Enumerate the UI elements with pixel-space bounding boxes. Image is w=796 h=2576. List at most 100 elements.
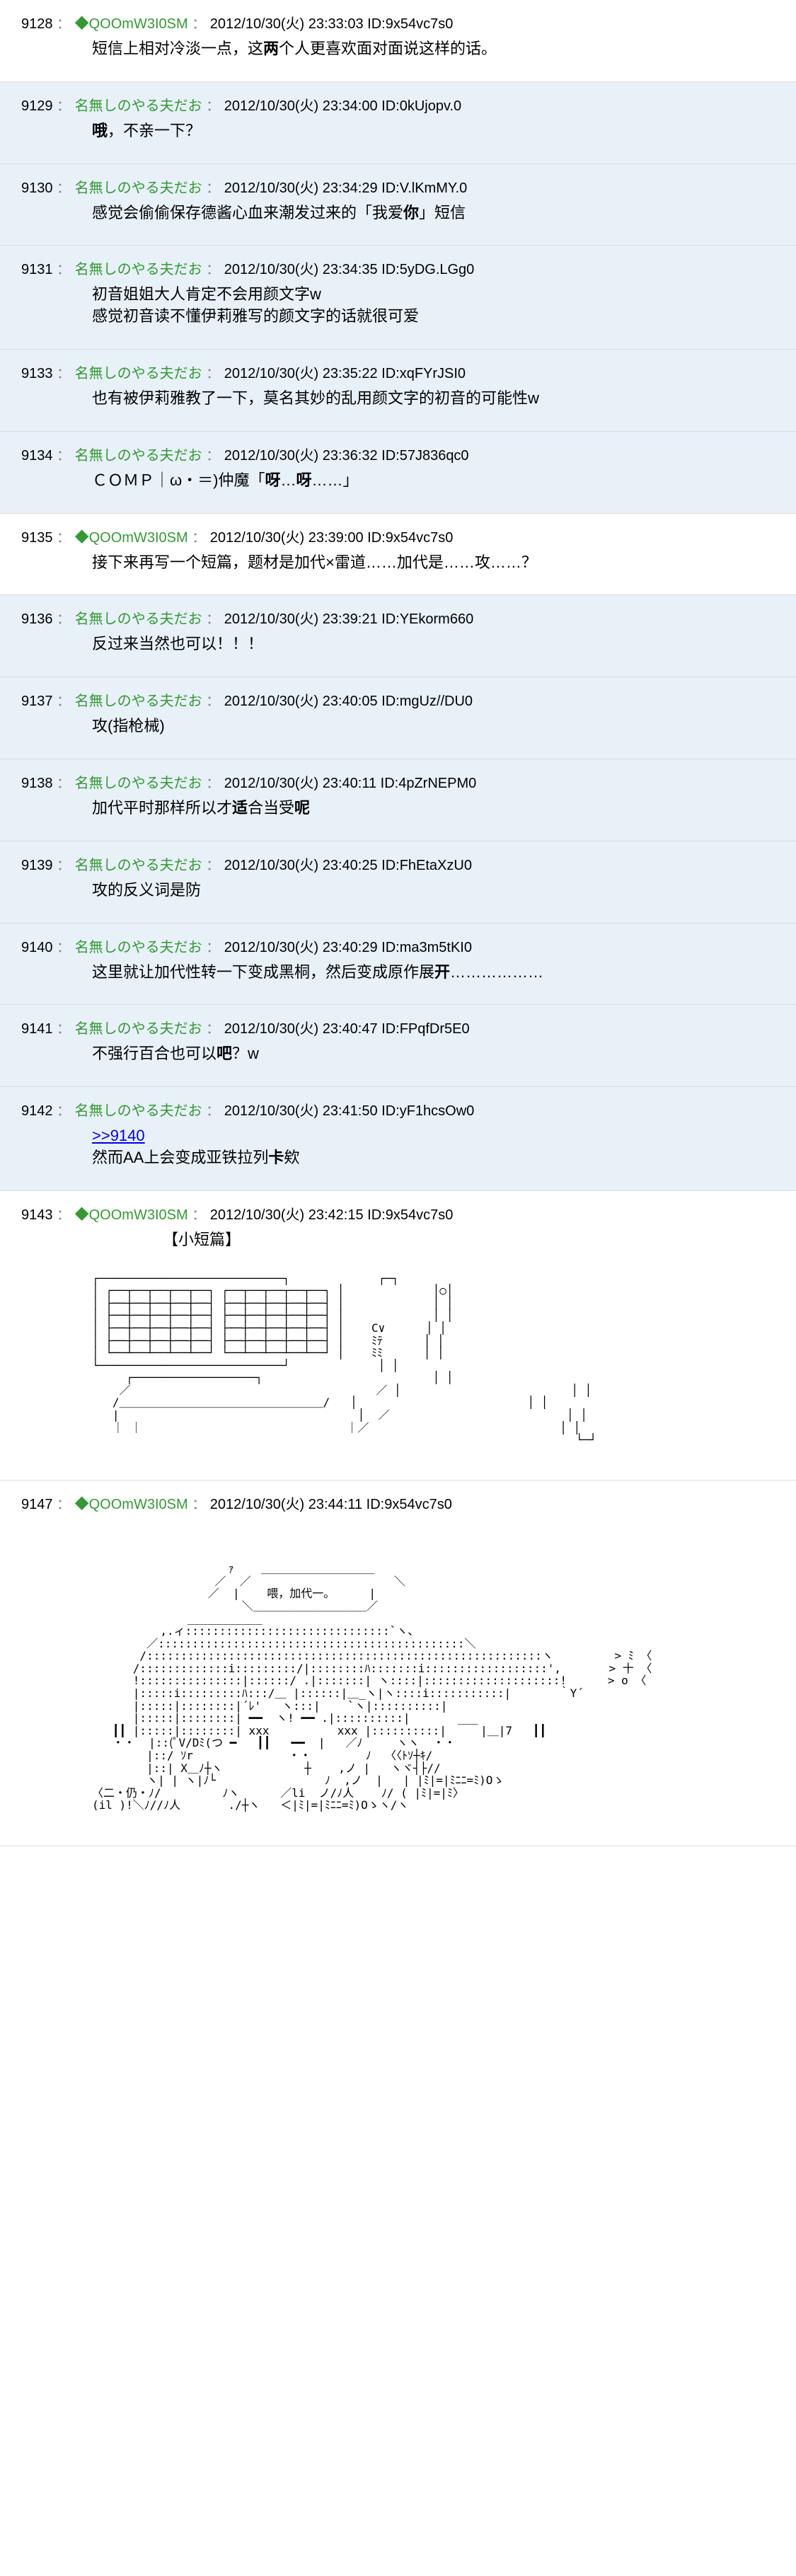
post-body: 反过来当然也可以！！！ xyxy=(21,633,775,655)
post-date: 2012/10/30(火) 23:33:03 xyxy=(210,16,364,32)
post-name: ◆QOOmW3I0SM xyxy=(75,530,188,546)
post-body: 加代平时那样所以才适合当受呢 xyxy=(21,798,775,820)
post-date: 2012/10/30(火) 23:34:35 xyxy=(224,262,378,277)
post-body: 哦，不亲一下？ xyxy=(21,120,775,142)
post-9141: 9141 ： 名無しのやる夫だお ： 2012/10/30(火) 23:40:4… xyxy=(0,1005,796,1087)
post-name: 名無しのやる夫だお xyxy=(75,1103,202,1119)
post-9137: 9137 ： 名無しのやる夫だお ： 2012/10/30(火) 23:40:0… xyxy=(0,677,796,759)
post-number: 9134 xyxy=(21,448,53,464)
post-header: 9143 ： ◆QOOmW3I0SM ： 2012/10/30(火) 23:42… xyxy=(21,1205,775,1225)
post-id: ID:mgUz//DU0 xyxy=(381,694,473,709)
post-id: ID:57J836qc0 xyxy=(381,448,468,464)
post-id: ID:0kUjopv.0 xyxy=(381,98,461,114)
post-9143: 9143 ： ◆QOOmW3I0SM ： 2012/10/30(火) 23:42… xyxy=(0,1191,796,1481)
post-number: 9131 xyxy=(21,262,53,277)
post-9140: 9140 ： 名無しのやる夫だお ： 2012/10/30(火) 23:40:2… xyxy=(0,924,796,1006)
post-date: 2012/10/30(火) 23:39:00 xyxy=(210,530,364,546)
post-header: 9128 ： ◆QOOmW3I0SM ： 2012/10/30(火) 23:33… xyxy=(21,14,775,34)
post-header: 9129 ： 名無しのやる夫だお ： 2012/10/30(火) 23:34:0… xyxy=(21,96,775,116)
post-9136: 9136 ： 名無しのやる夫だお ： 2012/10/30(火) 23:39:2… xyxy=(0,595,796,677)
post-date: 2012/10/30(火) 23:36:32 xyxy=(224,448,378,464)
post-name: 名無しのやる夫だお xyxy=(75,366,202,381)
post-name: 名無しのやる夫だお xyxy=(75,180,202,196)
post-id: ID:FPqfDr5E0 xyxy=(381,1021,469,1037)
post-name: 名無しのやる夫だお xyxy=(75,1021,202,1037)
post-body: ＣＯＭＰ｜ω・＝)仲魔「呀…呀……」 xyxy=(21,470,775,492)
post-header: 9138 ： 名無しのやる夫だお ： 2012/10/30(火) 23:40:1… xyxy=(21,774,775,793)
post-header: 9135 ： ◆QOOmW3I0SM ： 2012/10/30(火) 23:39… xyxy=(21,528,775,548)
post-id: ID:9x54vc7s0 xyxy=(367,1497,452,1512)
post-body: 接下来再写一个短篇，题材是加代×雷道……加代是……攻……？ xyxy=(21,552,775,574)
post-number: 9133 xyxy=(21,366,53,381)
post-number: 9135 xyxy=(21,530,53,546)
post-number: 9141 xyxy=(21,1021,53,1037)
post-9142: 9142 ： 名無しのやる夫だお ： 2012/10/30(火) 23:41:5… xyxy=(0,1087,796,1191)
post-date: 2012/10/30(火) 23:39:21 xyxy=(224,611,378,627)
post-header: 9147 ： ◆QOOmW3I0SM ： 2012/10/30(火) 23:44… xyxy=(21,1495,775,1514)
post-header: 9139 ： 名無しのやる夫だお ： 2012/10/30(火) 23:40:2… xyxy=(21,856,775,875)
post-name: 名無しのやる夫だお xyxy=(75,940,202,955)
post-date: 2012/10/30(火) 23:41:50 xyxy=(224,1103,378,1119)
post-9139: 9139 ： 名無しのやる夫だお ： 2012/10/30(火) 23:40:2… xyxy=(0,841,796,924)
post-header: 9130 ： 名無しのやる夫だお ： 2012/10/30(火) 23:34:2… xyxy=(21,178,775,198)
post-name: 名無しのやる夫だお xyxy=(75,858,202,873)
post-body: 攻的反义词是防 xyxy=(21,880,775,902)
post-9134: 9134 ： 名無しのやる夫だお ： 2012/10/30(火) 23:36:3… xyxy=(0,432,796,514)
post-name: 名無しのやる夫だお xyxy=(75,262,202,277)
post-number: 9139 xyxy=(21,858,53,873)
post-number: 9138 xyxy=(21,776,53,791)
post-header: 9133 ： 名無しのやる夫だお ： 2012/10/30(火) 23:35:2… xyxy=(21,364,775,384)
post-id: ID:9x54vc7s0 xyxy=(367,1207,453,1223)
post-name: ◆QOOmW3I0SM xyxy=(75,1207,188,1223)
post-date: 2012/10/30(火) 23:40:11 xyxy=(224,776,376,791)
post-name: 名無しのやる夫だお xyxy=(75,448,202,464)
post-header: 9136 ： 名無しのやる夫だお ： 2012/10/30(火) 23:39:2… xyxy=(21,609,775,629)
post-name: 名無しのやる夫だお xyxy=(75,694,202,709)
post-body: 攻(指枪械) xyxy=(21,715,775,737)
post-number: 9137 xyxy=(21,694,53,709)
post-body: 初音姐姐大人肯定不会用颜文字w 感觉初音读不懂伊莉雅写的颜文字的话就很可爱 xyxy=(21,284,775,328)
post-number: 9129 xyxy=(21,98,53,114)
post-name: 名無しのやる夫だお xyxy=(75,611,202,627)
post-header: 9134 ： 名無しのやる夫だお ： 2012/10/30(火) 23:36:3… xyxy=(21,446,775,466)
post-id: ID:9x54vc7s0 xyxy=(367,530,453,546)
post-body: >>9140 然而AA上会变成亚铁拉列卡欸 xyxy=(21,1125,775,1169)
post-id: ID:YEkorm660 xyxy=(381,611,473,627)
post-number: 9136 xyxy=(21,611,53,627)
post-body: 这里就让加代性转一下变成黑桐，然后变成原作展开……………… xyxy=(21,962,775,984)
post-date: 2012/10/30(火) 23:42:15 xyxy=(210,1207,364,1223)
post-date: 2012/10/30(火) 23:34:00 xyxy=(224,98,378,114)
post-id: ID:5yDG.LGg0 xyxy=(381,262,474,277)
post-body: 不强行百合也可以吧？w xyxy=(21,1043,775,1065)
post-9135: 9135 ： ◆QOOmW3I0SM ： 2012/10/30(火) 23:39… xyxy=(0,514,796,596)
post-number: 9142 xyxy=(21,1103,53,1119)
ascii-art-character: ｧ ＿＿＿＿＿＿＿＿＿＿ ／ ／ ＼ ／ | 喂，加代一。 | ＼＿＿＿＿＿＿＿… xyxy=(21,1563,775,1824)
post-9128: 9128 ： ◆QOOmW3I0SM ： 2012/10/30(火) 23:33… xyxy=(0,0,796,82)
post-name: ◆QOOmW3I0SM xyxy=(75,1497,188,1512)
post-id: ID:FhEtaXzU0 xyxy=(381,858,472,873)
post-header: 9137 ： 名無しのやる夫だお ： 2012/10/30(火) 23:40:0… xyxy=(21,691,775,711)
post-9133: 9133 ： 名無しのやる夫だお ： 2012/10/30(火) 23:35:2… xyxy=(0,350,796,432)
post-date: 2012/10/30(火) 23:44:11 xyxy=(210,1497,362,1512)
post-date: 2012/10/30(火) 23:40:05 xyxy=(224,694,378,709)
post-number: 9130 xyxy=(21,180,53,196)
post-date: 2012/10/30(火) 23:35:22 xyxy=(224,366,378,381)
post-9147: 9147 ： ◆QOOmW3I0SM ： 2012/10/30(火) 23:44… xyxy=(0,1480,796,1846)
post-body: 短信上相对冷淡一点，这两个人更喜欢面对面说这样的话。 xyxy=(21,38,775,60)
post-header: 9142 ： 名無しのやる夫だお ： 2012/10/30(火) 23:41:5… xyxy=(21,1101,775,1121)
post-id: ID:9x54vc7s0 xyxy=(367,16,453,32)
short-story-title: 【小短篇】 xyxy=(21,1229,775,1251)
post-header: 9140 ： 名無しのやる夫だお ： 2012/10/30(火) 23:40:2… xyxy=(21,938,775,958)
post-9129: 9129 ： 名無しのやる夫だお ： 2012/10/30(火) 23:34:0… xyxy=(0,82,796,164)
post-id: ID:V.lKmMY.0 xyxy=(381,180,467,196)
post-body: 也有被伊莉雅教了一下，莫名其妙的乱用颜文字的初音的可能性w xyxy=(21,388,775,410)
post-number: 9147 xyxy=(21,1497,53,1512)
post-9131: 9131 ： 名無しのやる夫だお ： 2012/10/30(火) 23:34:3… xyxy=(0,246,796,350)
post-9130: 9130 ： 名無しのやる夫だお ： 2012/10/30(火) 23:34:2… xyxy=(0,164,796,246)
post-date: 2012/10/30(火) 23:40:29 xyxy=(224,940,378,955)
post-header: 9141 ： 名無しのやる夫だお ： 2012/10/30(火) 23:40:4… xyxy=(21,1019,775,1039)
post-id: ID:4pZrNEPM0 xyxy=(381,776,477,791)
post-date: 2012/10/30(火) 23:40:25 xyxy=(224,858,378,873)
post-header: 9131 ： 名無しのやる夫だお ： 2012/10/30(火) 23:34:3… xyxy=(21,260,775,280)
post-id: ID:yF1hcsOw0 xyxy=(381,1103,474,1119)
